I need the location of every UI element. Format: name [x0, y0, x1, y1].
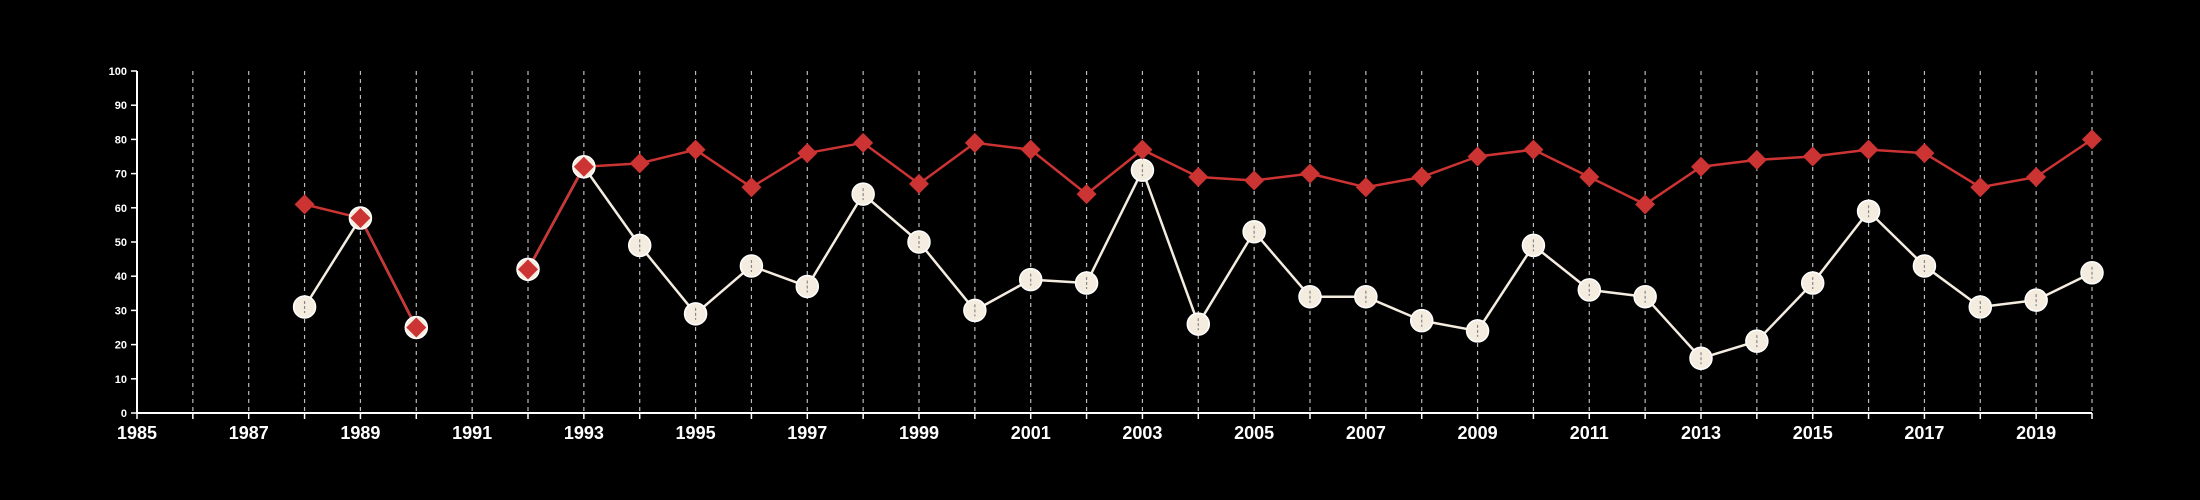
series-0-point-2002 — [1076, 184, 1097, 205]
series-0-point-1995 — [685, 139, 706, 160]
series-0-point-1994 — [629, 153, 650, 174]
series-0-point-2014 — [1746, 149, 1767, 170]
x-tick-label-1999: 1999 — [899, 423, 939, 443]
series-0-point-2000 — [964, 132, 985, 153]
y-tick-label-90: 90 — [115, 100, 127, 112]
y-tick-label-20: 20 — [115, 340, 127, 352]
y-tick-label-50: 50 — [115, 237, 127, 249]
series-0-point-2012 — [1635, 194, 1656, 215]
y-tick-label-40: 40 — [115, 271, 127, 283]
series-0-point-2010 — [1523, 139, 1544, 160]
y-tick-label-70: 70 — [115, 169, 127, 181]
series-0-point-1997 — [797, 143, 818, 164]
series-0-point-2003 — [1132, 139, 1153, 160]
series-0-point-2009 — [1467, 146, 1488, 167]
series-0-point-1989 — [350, 208, 371, 229]
series-0-point-2007 — [1355, 177, 1376, 198]
y-tick-label-80: 80 — [115, 134, 127, 146]
series-0-point-2004 — [1188, 167, 1209, 188]
x-tick-label-1985: 1985 — [117, 423, 157, 443]
x-tick-label-1993: 1993 — [564, 423, 604, 443]
x-tick-label-2019: 2019 — [2016, 423, 2056, 443]
x-tick-label-1989: 1989 — [340, 423, 380, 443]
series-0-point-2013 — [1691, 156, 1711, 177]
series-0-point-1988 — [294, 194, 315, 215]
axes: 0 10 20 30 40 50 60 70 80 90 100 1985 1987 1989 1991 19… — [109, 66, 2093, 443]
x-tick-label-2013: 2013 — [1681, 423, 1721, 443]
x-tick-label-2001: 2001 — [1011, 423, 1051, 443]
x-tick-label-1991: 1991 — [452, 423, 492, 443]
series-0-point-2006 — [1300, 163, 1320, 184]
x-tick-label-2009: 2009 — [1458, 423, 1498, 443]
y-tick-label-30: 30 — [115, 305, 127, 317]
series-0-point-1998 — [853, 132, 874, 153]
series-0-point-2015 — [1802, 146, 1823, 167]
series-0-point-2001 — [1020, 139, 1041, 160]
x-tick-label-2011: 2011 — [1570, 423, 1609, 443]
y-tick-label-10: 10 — [115, 374, 127, 386]
series-0-point-2017 — [1914, 143, 1935, 164]
series-0-point-1990 — [406, 317, 427, 338]
x-tick-label-2015: 2015 — [1793, 423, 1833, 443]
series-0-point-1993 — [573, 156, 594, 177]
series-0-point-2020 — [2082, 129, 2102, 150]
x-tick-label-2007: 2007 — [1346, 423, 1386, 443]
y-tick-label-60: 60 — [115, 203, 127, 215]
x-tick-label-1995: 1995 — [676, 423, 716, 443]
series-0-point-2008 — [1411, 167, 1432, 188]
series-0-point-2005 — [1244, 170, 1265, 191]
x-tick-label-2003: 2003 — [1122, 423, 1162, 443]
series-0-point-2016 — [1858, 139, 1879, 160]
series-0-point-1996 — [741, 177, 762, 198]
x-tick-label-2017: 2017 — [1904, 423, 1944, 443]
x-tick-label-1987: 1987 — [229, 423, 269, 443]
y-tick-label-0: 0 — [121, 408, 127, 420]
series-0-point-2018 — [1970, 177, 1991, 198]
series-0-point-2019 — [2026, 167, 2047, 188]
series-0-point-1999 — [909, 173, 929, 194]
series-0-point-2011 — [1579, 167, 1600, 188]
x-tick-label-2005: 2005 — [1234, 423, 1274, 443]
series-0-point-1992 — [518, 259, 538, 280]
x-tick-label-1997: 1997 — [787, 423, 827, 443]
y-tick-label-100: 100 — [109, 66, 127, 78]
data-markers — [292, 129, 2104, 371]
grid-lines — [192, 71, 2093, 413]
